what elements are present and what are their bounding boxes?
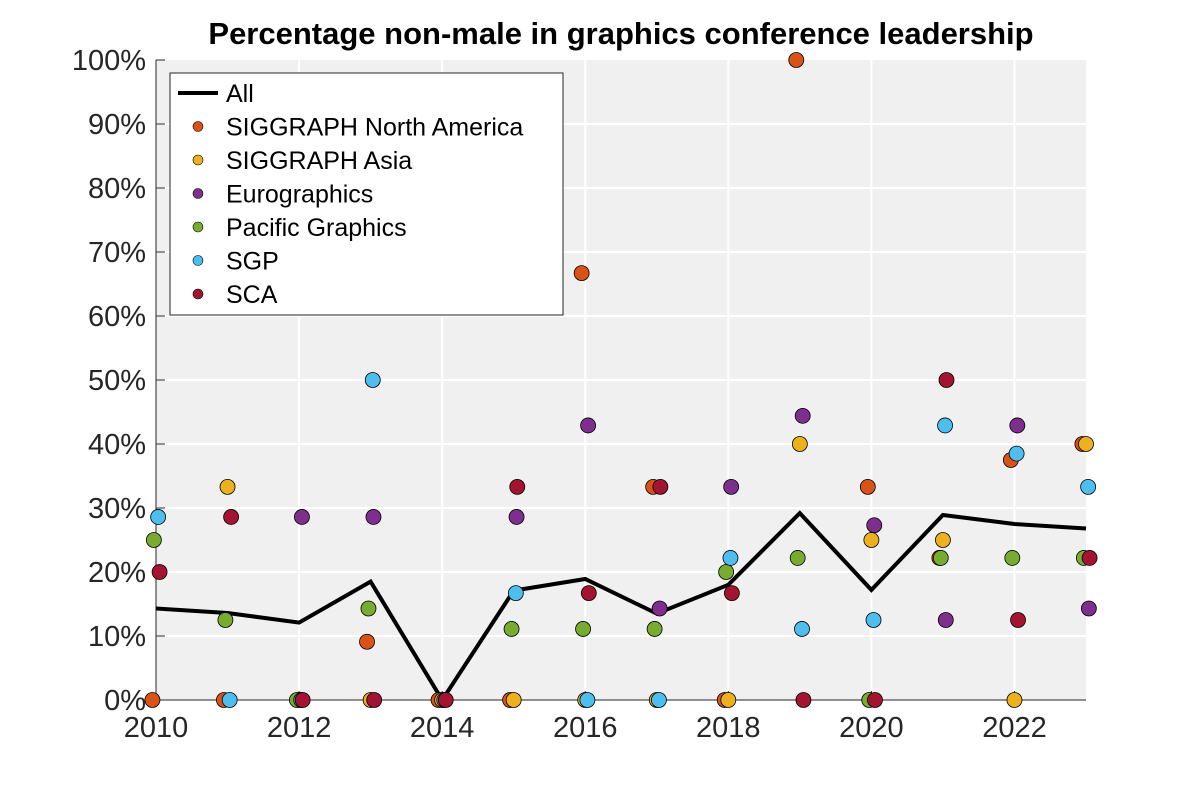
sca-point xyxy=(223,509,240,525)
sca-point xyxy=(437,692,454,708)
legend-label-pacific-graphics: Pacific Graphics xyxy=(226,214,407,242)
legend-swatch-pacific-graphics xyxy=(192,221,204,233)
x-tick-label: 2016 xyxy=(553,712,618,744)
siggraph-asia-point xyxy=(1006,692,1023,708)
sgp-point xyxy=(1008,445,1025,462)
siggraph-asia-point xyxy=(791,436,808,452)
legend-box xyxy=(169,72,564,316)
sca-point xyxy=(867,692,883,708)
eurographics-point xyxy=(866,517,883,534)
eurographics-point xyxy=(794,407,811,424)
pacific-graphics-point xyxy=(145,532,162,548)
chart-title: Percentage non-male in graphics conferen… xyxy=(208,16,1033,51)
y-tick-label: 100% xyxy=(72,45,146,77)
sgp-point xyxy=(150,509,167,525)
siggraph-asia-point xyxy=(505,692,522,708)
sca-point xyxy=(652,478,669,495)
y-tick-label: 30% xyxy=(88,493,146,525)
siggraph-asia-point xyxy=(1078,436,1094,452)
y-tick-label: 80% xyxy=(88,173,146,205)
y-tick-label: 10% xyxy=(88,621,146,653)
legend-swatch-siggraph-north-america xyxy=(192,121,204,132)
x-tick-label: 2018 xyxy=(696,712,761,744)
legend-label-sca: SCA xyxy=(226,281,278,309)
pacific-graphics-point xyxy=(718,564,735,580)
siggraph-asia-point xyxy=(935,532,951,548)
sgp-point xyxy=(579,692,596,708)
sca-point xyxy=(795,692,812,708)
pacific-graphics-point xyxy=(360,600,377,617)
eurographics-point xyxy=(294,509,310,525)
x-tick-label: 2010 xyxy=(124,712,189,744)
sca-point xyxy=(723,585,740,602)
sgp-point xyxy=(722,550,739,566)
legend-label-all: All xyxy=(226,80,254,108)
eurographics-point xyxy=(508,509,525,525)
sgp-point xyxy=(937,417,953,434)
sca-point xyxy=(509,478,526,495)
sgp-point xyxy=(221,692,238,708)
sgp-point xyxy=(794,621,810,637)
legend-swatch-sgp xyxy=(192,255,204,266)
legend-label-sgp: SGP xyxy=(226,248,279,276)
y-tick-label: 20% xyxy=(88,557,146,589)
sca-point xyxy=(580,585,597,602)
eurographics-point xyxy=(365,509,382,525)
eurographics-point xyxy=(651,600,668,617)
sca-point xyxy=(151,564,168,580)
y-tick-label: 50% xyxy=(88,365,146,397)
legend-label-eurographics: Eurographics xyxy=(226,181,373,209)
all-series-line xyxy=(155,510,1087,704)
sgp-point xyxy=(865,612,882,628)
x-tick-label: 2012 xyxy=(267,712,332,744)
siggraph-north-america-point xyxy=(859,478,876,495)
axes: 0% 10% 20% 30% 40% 50% 60% 70% 80% 90% 100% 2010 201… xyxy=(72,45,1086,744)
scatter-points-layer xyxy=(144,52,1098,708)
legend-swatch-eurographics xyxy=(192,188,204,199)
siggraph-north-america-point xyxy=(359,633,375,650)
eurographics-point xyxy=(580,417,596,434)
pacific-graphics-point xyxy=(575,621,591,637)
legend-label-siggraph-north-america: SIGGRAPH North America xyxy=(226,114,523,142)
siggraph-asia-point xyxy=(863,532,880,548)
legend-swatch-sca xyxy=(192,288,204,300)
x-tick-label: 2022 xyxy=(982,712,1047,744)
sca-point xyxy=(366,692,383,708)
sgp-point xyxy=(651,692,667,708)
siggraph-north-america-point xyxy=(788,52,805,68)
sca-point xyxy=(1081,550,1098,566)
pacific-graphics-point xyxy=(932,550,949,566)
siggraph-north-america-point xyxy=(573,265,590,282)
pacific-graphics-point xyxy=(503,621,520,637)
legend: All SIGGRAPH North America SIGGRAPH Asia Eu… xyxy=(169,72,564,316)
eurographics-point xyxy=(1009,417,1026,434)
legend-swatch-siggraph-asia xyxy=(192,154,204,166)
sca-point xyxy=(1010,612,1026,628)
pacific-graphics-point xyxy=(646,621,663,637)
siggraph-asia-point xyxy=(219,478,236,495)
sca-point xyxy=(938,372,955,388)
legend-label-siggraph-asia: SIGGRAPH Asia xyxy=(226,147,412,175)
pacific-graphics-point xyxy=(217,612,234,628)
x-tick-label: 2014 xyxy=(410,712,475,744)
eurographics-point xyxy=(937,612,954,628)
y-tick-label: 60% xyxy=(88,301,146,333)
pacific-graphics-point xyxy=(789,550,806,566)
sca-point xyxy=(294,692,311,708)
eurographics-point xyxy=(723,478,740,495)
siggraph-north-america-point xyxy=(144,692,161,708)
y-tick-label: 70% xyxy=(88,237,146,269)
y-tick-label: 0% xyxy=(104,685,146,717)
y-tick-label: 90% xyxy=(88,109,146,141)
y-tick-label: 40% xyxy=(88,429,146,461)
siggraph-asia-point xyxy=(720,692,737,708)
sgp-point xyxy=(364,372,381,388)
sgp-point xyxy=(1080,478,1097,495)
pacific-graphics-point xyxy=(1004,550,1021,566)
eurographics-point xyxy=(1080,600,1097,617)
sgp-point xyxy=(507,585,524,602)
all-line-layer xyxy=(155,510,1087,704)
x-tick-label: 2020 xyxy=(839,712,904,744)
